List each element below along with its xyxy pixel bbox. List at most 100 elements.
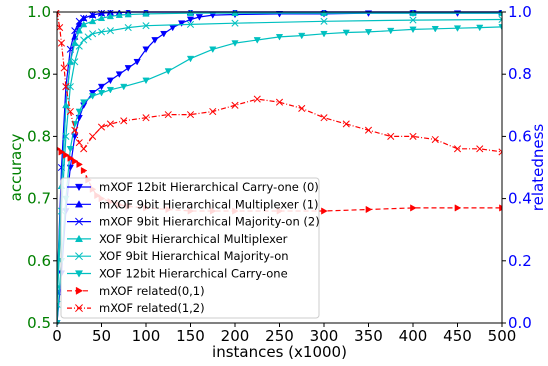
y-left-tick-label-1: 0.6 [27, 252, 51, 270]
series-5-point-11 [142, 77, 150, 85]
series-5-point-18 [298, 32, 306, 40]
series-0-point-17 [177, 20, 186, 27]
x-axis-label: instances (x1000) [212, 343, 347, 361]
series-5-point-3 [66, 146, 74, 153]
series-3-point-2 [62, 101, 70, 109]
legend-label-0: mXOF 12bit Hierarchical Carry-one (0) [99, 180, 319, 194]
series-3-point-7 [88, 17, 97, 25]
series-3-point-6 [80, 20, 88, 28]
series-3-point-10 [115, 11, 123, 18]
series-7-point-17 [231, 101, 239, 109]
series-5-point-6 [80, 99, 88, 106]
legend-marker-6 [75, 286, 84, 295]
series-7-point-1 [57, 23, 64, 32]
legend-marker-4 [75, 252, 83, 261]
x-tick-label-0: 0 [52, 327, 62, 345]
legend-label-7: mXOF related(1,2) [99, 301, 205, 315]
series-3-point-13 [186, 10, 195, 17]
series-line-5 [57, 26, 502, 324]
series-5-point-15 [231, 40, 239, 47]
series-7-point-3 [60, 64, 68, 72]
x-tick-label-3: 150 [176, 327, 205, 345]
legend-label-6: mXOF related(0,1) [99, 284, 205, 298]
series-line-0 [57, 12, 502, 324]
series-0-point-13 [142, 46, 150, 54]
legend-marker-2 [75, 217, 83, 226]
series-4-point-10 [106, 27, 114, 35]
series-0-point-18 [186, 16, 195, 24]
series-5-point-20 [342, 29, 350, 37]
series-2-point-7 [89, 11, 97, 19]
legend-marker-5 [74, 270, 84, 278]
series-4-point-15 [320, 17, 328, 25]
legend-label-4: XOF 9bit Hierarchical Majority-on [99, 249, 289, 263]
x-tick-label-10: 500 [488, 327, 517, 345]
series-3-point-16 [409, 10, 417, 17]
series-5-point-12 [164, 68, 172, 75]
series-3-point-17 [498, 10, 502, 17]
series-0-point-9 [106, 77, 115, 85]
y-right-tick-label-4: 0.8 [508, 65, 532, 83]
series-6-point-24 [499, 204, 502, 212]
series-7-point-4 [62, 83, 70, 91]
series-6-point-2 [63, 151, 70, 159]
series-3-point-12 [142, 10, 150, 17]
series-5-point-21 [364, 29, 373, 36]
series-3-point-9 [106, 12, 115, 20]
x-tick-label-4: 200 [221, 327, 250, 345]
series-7-point-6 [71, 126, 79, 134]
legend: mXOF 12bit Hierarchical Carry-one (0) mXO… [60, 177, 320, 319]
series-4-point-4 [71, 58, 79, 66]
series-5-point-24 [431, 25, 439, 33]
series-0-point-15 [160, 30, 168, 38]
y-left-tick-label-0: 0.5 [27, 314, 51, 332]
series-5-point-7 [88, 93, 97, 100]
series-7-point-23 [364, 126, 373, 134]
series-4-point-12 [142, 22, 150, 30]
series-4-point-13 [186, 20, 195, 28]
series-line-3 [57, 12, 502, 286]
series-2-point-5 [75, 17, 83, 25]
series-5-point-13 [186, 55, 195, 63]
series-7-point-27 [453, 145, 462, 153]
series-7-point-11 [106, 120, 114, 128]
series-6-point-23 [454, 204, 462, 212]
series-4-point-7 [84, 33, 92, 41]
series-5-point-22 [387, 27, 395, 35]
series-7-point-28 [476, 145, 484, 153]
series-3-point-14 [231, 10, 239, 17]
series-7-point-16 [209, 107, 217, 116]
y-left-tick-label-2: 0.7 [27, 190, 51, 208]
series-7-point-19 [275, 98, 284, 106]
series-7-point-26 [431, 135, 439, 144]
series-4-point-17 [498, 15, 502, 24]
x-tick-label-5: 250 [265, 327, 294, 345]
series-7-point-24 [387, 132, 395, 140]
legend-label-2: mXOF 9bit Hierarchical Majority-on (2) [99, 215, 320, 229]
series-6-point-4 [71, 157, 79, 165]
series-2-point-6 [80, 14, 88, 22]
series-6-point-22 [410, 204, 417, 212]
legend-marker-1 [74, 200, 84, 208]
series-5-point-17 [275, 34, 284, 41]
series-3-point-15 [320, 10, 328, 17]
legend-marker-3 [74, 234, 84, 243]
series-5-point-27 [498, 24, 502, 31]
legend-label-5: XOF 12bit Hierarchical Carry-one [99, 267, 288, 281]
series-6-point-3 [67, 154, 75, 162]
series-7-point-13 [142, 114, 150, 122]
y-left-tick-label-4: 0.9 [27, 65, 51, 83]
series-5-point-5 [75, 108, 83, 116]
legend-box [60, 177, 320, 319]
series-6-point-20 [321, 207, 328, 215]
series-5-point-9 [106, 86, 115, 94]
x-tick-label-7: 350 [354, 327, 383, 345]
series-7-point-9 [89, 132, 97, 140]
series-7-point-10 [97, 123, 106, 131]
series-4-point-5 [75, 42, 83, 50]
series-0-point-14 [151, 37, 159, 44]
series-7-point-2 [57, 39, 66, 47]
series-7-point-0 [57, 10, 61, 16]
series-5-point-16 [253, 37, 261, 44]
